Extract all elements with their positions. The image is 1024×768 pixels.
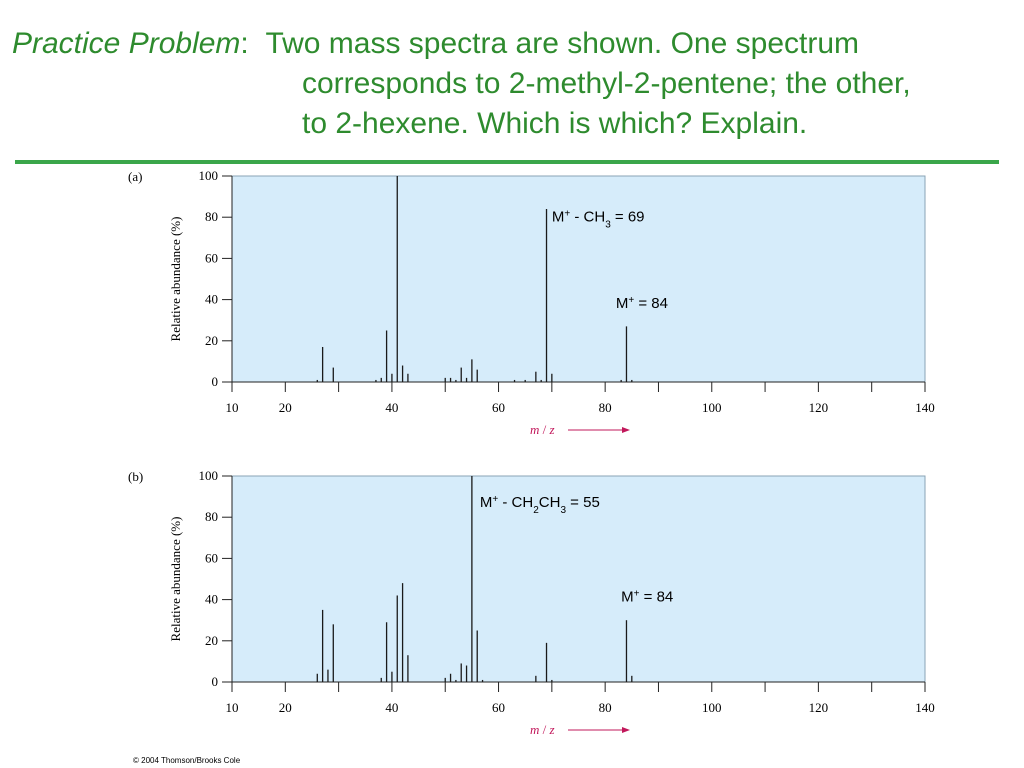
y-axis-label: Relative abundance (%) — [168, 517, 183, 642]
practice-problem-label: Practice Problem — [12, 27, 241, 60]
peak-annotation: M+ - CH2CH3 = 55 — [480, 493, 600, 515]
x-tick-label: 10 — [226, 400, 239, 415]
spectrum-panel-b: (b) 0 20 40 60 80 100 10 20 40 60 80 100 120 140 Relati… — [128, 468, 935, 737]
y-tick-label: 80 — [205, 509, 218, 524]
annotation-part: 3 — [605, 219, 611, 230]
annotation-part: - CH — [570, 208, 605, 225]
annotation-part: 3 — [560, 504, 566, 515]
x-tick-label: 140 — [915, 400, 935, 415]
mass-spectra-figure: (a) 0 20 40 60 80 100 10 20 40 60 80 100 120 140 Relati… — [120, 166, 950, 750]
panel-label: (b) — [128, 469, 143, 484]
y-tick-label: 60 — [205, 550, 218, 565]
copyright-notice: © 2004 Thomson/Brooks Cole — [133, 756, 241, 765]
x-tick-label: 40 — [385, 400, 398, 415]
y-tick-label: 100 — [199, 168, 219, 183]
plot-area — [232, 476, 925, 682]
x-axis-arrow-head — [622, 727, 630, 733]
annotation-part: M — [621, 589, 634, 606]
y-tick-label: 20 — [205, 333, 218, 348]
annotation-part: CH — [539, 494, 561, 511]
x-tick-label: 120 — [809, 400, 829, 415]
annotation-part: - CH — [498, 494, 533, 511]
x-tick-label: 80 — [599, 700, 612, 715]
annotation-part: M — [480, 494, 493, 511]
y-tick-label: 40 — [205, 292, 218, 307]
annotation-part: M — [616, 295, 629, 312]
x-axis-label: m / z — [530, 422, 555, 437]
y-tick-label: 0 — [212, 674, 219, 689]
y-tick-label: 20 — [205, 633, 218, 648]
annotation-part: + — [628, 294, 634, 305]
y-tick-label: 100 — [199, 468, 219, 483]
title-line1-text: Two mass spectra are shown. One spectrum — [265, 27, 860, 60]
x-axis-label-m: m — [530, 722, 539, 737]
panel-label: (a) — [128, 169, 142, 184]
spectrum-panel-a: (a) 0 20 40 60 80 100 10 20 40 60 80 100 120 140 Relati… — [128, 168, 935, 437]
x-axis-label: m / z — [530, 722, 555, 737]
x-tick-label: 140 — [915, 700, 935, 715]
peak-annotation: M+ = 84 — [616, 294, 668, 312]
annotation-part: = 55 — [566, 494, 600, 511]
annotation-part: M — [552, 208, 565, 225]
x-tick-label: 100 — [702, 400, 722, 415]
title-colon: : — [240, 27, 249, 60]
y-tick-label: 40 — [205, 592, 218, 607]
peak-annotation: M+ = 84 — [621, 588, 673, 606]
title-line-1: Practice Problem: Two mass spectra are s… — [12, 24, 1012, 64]
annotation-part: + — [492, 493, 498, 504]
x-tick-label: 120 — [809, 700, 829, 715]
x-axis-label-slash: / — [539, 722, 549, 737]
title-divider — [15, 160, 999, 164]
y-tick-label: 60 — [205, 250, 218, 265]
y-tick-label: 80 — [205, 209, 218, 224]
annotation-part: 2 — [533, 504, 539, 515]
annotation-part: = 84 — [639, 589, 673, 606]
annotation-part: = 84 — [634, 295, 668, 312]
x-tick-label: 20 — [279, 700, 292, 715]
x-tick-label: 10 — [226, 700, 239, 715]
x-axis-label-slash: / — [539, 422, 549, 437]
x-axis-arrow-head — [622, 427, 630, 433]
annotation-part: + — [634, 588, 640, 599]
x-axis-label-z: z — [549, 422, 555, 437]
problem-statement: Practice Problem: Two mass spectra are s… — [12, 24, 1012, 144]
annotation-part: = 69 — [611, 208, 645, 225]
x-tick-label: 100 — [702, 700, 722, 715]
x-tick-label: 80 — [599, 400, 612, 415]
annotation-part: + — [564, 208, 570, 219]
x-axis-label-m: m — [530, 422, 539, 437]
plot-area — [232, 176, 925, 382]
peak-annotation: M+ - CH3 = 69 — [552, 208, 645, 230]
x-tick-label: 60 — [492, 400, 505, 415]
y-tick-label: 0 — [212, 374, 219, 389]
x-tick-label: 20 — [279, 400, 292, 415]
y-axis-label: Relative abundance (%) — [168, 217, 183, 342]
title-line-3: to 2-hexene. Which is which? Explain. — [302, 107, 808, 140]
x-axis-label-z: z — [549, 722, 555, 737]
x-tick-label: 60 — [492, 700, 505, 715]
title-line-2: corresponds to 2-methyl-2-pentene; the o… — [302, 67, 911, 100]
x-tick-label: 40 — [385, 700, 398, 715]
